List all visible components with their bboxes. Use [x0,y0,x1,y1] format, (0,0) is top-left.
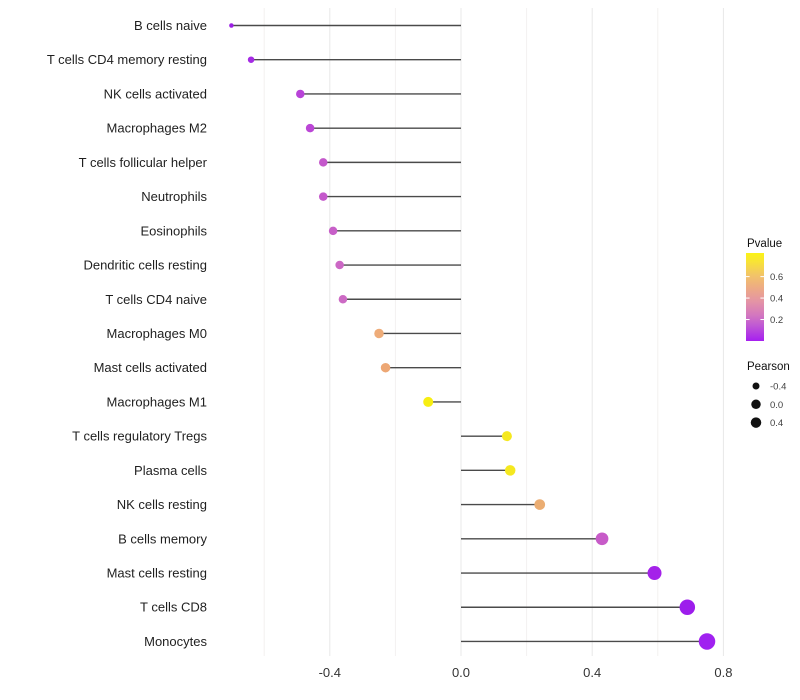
y-axis-label: T cells regulatory Tregs [72,429,207,444]
legend: Pvalue 0.6 0.4 0.2 Pearson -0.4 0.0 0.4 [746,238,790,429]
pearson-legend-label: 0.4 [770,418,783,429]
lollipop-point [328,226,338,236]
pvalue-colorbar [746,253,764,341]
pvalue-colorbar-labels: 0.6 0.4 0.2 [770,272,783,326]
panel-gridlines [263,8,724,656]
x-axis-tick-label: -0.4 [319,665,341,680]
y-axis-label: Neutrophils [141,189,207,204]
pearson-legend-dot [750,417,762,428]
lollipop-point [595,532,609,546]
lollipop-point [229,23,234,28]
lollipop-point [296,89,305,99]
lollipop-point [380,362,391,373]
lollipop-point [335,260,344,270]
y-axis-label: NK cells activated [104,86,207,101]
lollipop-sticks [231,24,707,643]
pvalue-colorbar-ticks [746,276,764,321]
lollipop-point [698,633,716,650]
y-axis-label: T cells follicular helper [79,155,208,170]
lollipop-point [423,396,434,407]
pearson-legend-label: 0.0 [770,400,783,411]
y-axis-label: B cells memory [118,531,207,546]
lollipop-point [679,599,696,615]
lollipop-point [318,192,328,201]
x-axis-tick-labels: -0.4 0.0 0.4 0.8 [319,665,733,680]
pearson-legend-label: -0.4 [770,382,786,393]
lollipop-point [318,158,328,167]
lollipop-point [374,328,384,339]
y-axis-label: Eosinophils [141,223,208,238]
pearson-legend-dot [751,399,761,410]
legend-pvalue-title: Pvalue [747,238,782,250]
y-axis-label: T cells CD8 [140,600,207,615]
y-axis-label: Plasma cells [134,463,207,478]
lollipop-point [338,295,348,304]
y-axis-label: Macrophages M2 [107,121,207,136]
y-axis-label: Dendritic cells resting [83,258,207,273]
lollipop-point [247,56,255,63]
pearson-size-legend: -0.4 0.0 0.4 [750,382,786,429]
x-axis-tick-label: 0.4 [583,665,601,680]
y-axis-label: NK cells resting [117,497,207,512]
y-axis-label: B cells naive [134,18,207,33]
lollipop-points [229,23,716,650]
y-axis-label: T cells CD4 naive [105,292,207,307]
pearson-legend-dot [752,382,760,390]
lollipop-point [501,431,512,442]
legend-pearson-title: Pearson [747,361,790,373]
y-axis-label: Macrophages M1 [107,394,207,409]
y-axis-label: Monocytes [144,634,207,649]
colorbar-tick-label: 0.4 [770,294,783,305]
y-axis-labels: B cells naive T cells CD4 memory resting N… [47,18,208,649]
colorbar-tick-label: 0.2 [770,315,783,326]
x-axis-tick-label: 0.0 [452,665,470,680]
y-axis-label: Macrophages M0 [107,326,207,341]
y-axis-label: Mast cells resting [107,566,207,581]
lollipop-point [647,566,662,581]
x-axis-tick-label: 0.8 [714,665,732,680]
y-axis-label: T cells CD4 memory resting [47,52,207,67]
y-axis-label: Mast cells activated [94,360,207,375]
lollipop-point [305,123,315,133]
lollipop-point [534,499,546,510]
colorbar-tick-label: 0.6 [770,272,783,283]
lollipop-point [504,465,516,476]
